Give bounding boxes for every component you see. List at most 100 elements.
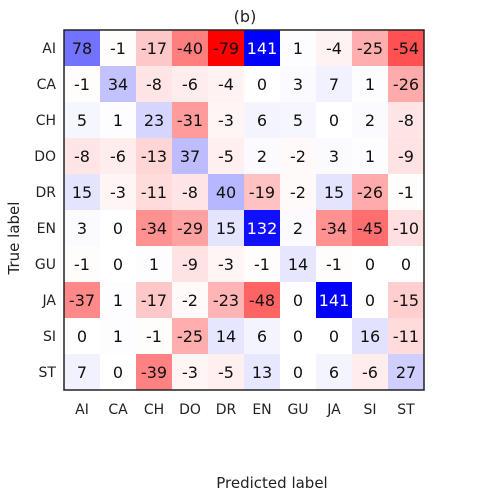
heatmap-cell [316, 246, 353, 283]
heatmap-cell [316, 66, 353, 103]
heatmap-cell [172, 66, 209, 103]
heatmap-cell [352, 30, 389, 67]
heatmap-cell [172, 246, 209, 283]
cell-value-label: 16 [360, 327, 380, 346]
y-tick-label: JA [42, 293, 57, 309]
cell-value-label: -8 [398, 111, 414, 130]
cell-value-label: -54 [393, 39, 419, 58]
cell-value-label: -2 [290, 147, 306, 166]
heatmap-cell [244, 318, 281, 355]
heatmap-cell [208, 354, 245, 391]
cell-value-label: -3 [182, 363, 198, 382]
cell-value-label: -1 [326, 255, 342, 274]
heatmap-cell [244, 66, 281, 103]
heatmap-cell [172, 210, 209, 247]
heatmap-cell [136, 282, 173, 319]
heatmap-cell [280, 210, 317, 247]
heatmap-cell [64, 66, 101, 103]
cell-value-label: -34 [141, 219, 167, 238]
heatmap-cell [136, 102, 173, 139]
x-tick-label: ST [397, 402, 415, 418]
cell-value-label: 34 [108, 75, 128, 94]
heatmap-cell [280, 282, 317, 319]
cell-value-label: -6 [182, 75, 198, 94]
cell-value-label: 1 [365, 147, 375, 166]
heatmap-cell [316, 318, 353, 355]
heatmap-cell [64, 354, 101, 391]
heatmap-cell [64, 30, 101, 67]
cell-value-label: 0 [329, 111, 339, 130]
cell-value-label: 0 [113, 255, 123, 274]
heatmap-cell [100, 318, 137, 355]
cell-value-label: -39 [141, 363, 167, 382]
cell-value-label: -37 [69, 291, 95, 310]
heatmap-cell [208, 210, 245, 247]
heatmap-cell [172, 102, 209, 139]
cell-value-label: -48 [249, 291, 275, 310]
cell-value-label: -8 [74, 147, 90, 166]
heatmap-cell [208, 246, 245, 283]
heatmap-cell [100, 282, 137, 319]
heatmap-cell [136, 354, 173, 391]
heatmap-cell [280, 30, 317, 67]
heatmap-cell [244, 30, 281, 67]
x-tick-label: JA [326, 402, 341, 418]
cell-value-label: 0 [293, 291, 303, 310]
cell-value-label: -10 [393, 219, 419, 238]
heatmap-cell [136, 246, 173, 283]
cell-value-label: 1 [113, 111, 123, 130]
heatmap-cell [316, 282, 353, 319]
cell-value-label: -4 [218, 75, 234, 94]
cell-value-label: -45 [357, 219, 383, 238]
heatmap-cell [100, 210, 137, 247]
y-tick-label: AI [42, 41, 56, 57]
cell-value-label: 7 [329, 75, 339, 94]
x-tick-label: DO [179, 402, 201, 418]
heatmap-cell [172, 174, 209, 211]
heatmap-cell [172, 354, 209, 391]
cell-value-label: -34 [321, 219, 347, 238]
heatmap-cell [352, 102, 389, 139]
cell-value-label: 1 [293, 39, 303, 58]
cell-value-label: -9 [182, 255, 198, 274]
cell-value-label: -13 [141, 147, 167, 166]
cell-value-label: 1 [113, 327, 123, 346]
x-tick-label: EN [252, 402, 271, 418]
x-tick-label: CA [108, 402, 128, 418]
heatmap-cell [388, 66, 425, 103]
cell-value-label: 6 [329, 363, 339, 382]
cell-value-label: 0 [113, 363, 123, 382]
cell-value-label: -1 [254, 255, 270, 274]
cell-value-label: 0 [401, 255, 411, 274]
cell-value-label: -40 [177, 39, 203, 58]
heatmap-cell [136, 318, 173, 355]
heatmap-cell [208, 102, 245, 139]
cell-value-label: -3 [110, 183, 126, 202]
heatmap-cell [100, 30, 137, 67]
cell-value-label: 3 [329, 147, 339, 166]
y-tick-label: CH [36, 113, 56, 129]
heatmap-cell [208, 66, 245, 103]
heatmap-cell [280, 246, 317, 283]
heatmap-cell [316, 210, 353, 247]
cell-value-label: -6 [362, 363, 378, 382]
plot-frame [63, 29, 425, 391]
heatmap-cell [280, 102, 317, 139]
heatmap-cell [280, 174, 317, 211]
cell-value-label: 0 [257, 75, 267, 94]
heatmap-cell [172, 282, 209, 319]
cell-value-label: -1 [398, 183, 414, 202]
heatmap-cell [388, 174, 425, 211]
heatmap-cell [316, 30, 353, 67]
heatmap-cell [100, 246, 137, 283]
cell-value-label: 0 [329, 327, 339, 346]
cell-value-label: 0 [113, 219, 123, 238]
heatmap-cell [100, 66, 137, 103]
cell-value-label: -3 [218, 255, 234, 274]
heatmap-cell [388, 102, 425, 139]
heatmap-cell [388, 246, 425, 283]
heatmap-cell [244, 210, 281, 247]
cell-value-label: 13 [252, 363, 272, 382]
cell-value-label: -31 [177, 111, 203, 130]
x-tick-label: DR [216, 402, 237, 418]
